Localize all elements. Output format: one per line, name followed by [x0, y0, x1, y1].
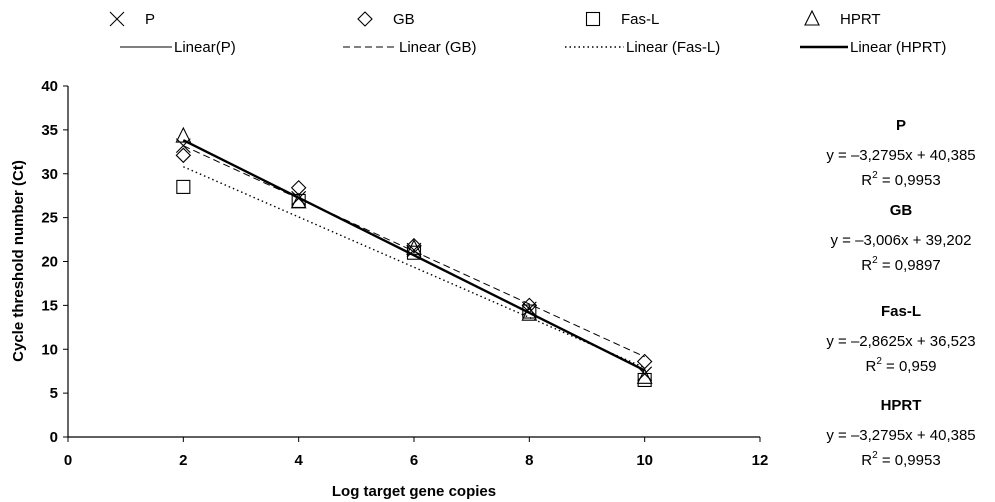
legend-marker-gb	[357, 11, 373, 27]
equation-block-gb: GB y = –3,006x + 39,202 R2 = 0,9897	[831, 202, 972, 274]
data-point-gb	[521, 297, 538, 314]
trendline-hprt	[182, 139, 646, 372]
equation-block-hprt: HPRT y = –3,2795x + 40,385 R2 = 0,9953	[826, 397, 975, 469]
trendline-fas-l	[183, 166, 645, 369]
data-point-fas-l	[637, 372, 652, 388]
equation-text: y = –3,2795x + 40,385	[826, 427, 975, 444]
legend-label-p: P	[145, 11, 155, 28]
trendlines	[182, 139, 646, 372]
equation-text: y = –3,2795x + 40,385	[826, 147, 975, 164]
legend-label-gb: GB	[393, 11, 415, 28]
y-tick-label: 5	[50, 385, 58, 402]
equation-block-fas-l: Fas-L y = –2,8625x + 36,523 R2 = 0,959	[826, 303, 975, 375]
legend-trend-label-p: Linear(P)	[174, 39, 236, 56]
y-tick-label: 20	[41, 254, 58, 271]
trendline-equations: Py = –3,2795x + 40,385 R2 = 0,9953 GB y = –…	[826, 117, 975, 469]
data-point-hprt	[175, 126, 192, 143]
x-tick-label: 2	[179, 452, 187, 469]
equation-block-p: Py = –3,2795x + 40,385 R2 = 0,9953	[826, 117, 975, 189]
data-point-hprt	[521, 304, 538, 321]
data-point-hprt	[290, 192, 307, 209]
plot-area: 0 2 4 6 8 10 12 0 5 10 15 20 25 30 35 40	[41, 78, 768, 469]
y-axis-title: Cycle threshold number (Ct)	[10, 160, 27, 362]
y-tick-labels: 0 5 10 15 20 25 30 35 40	[41, 78, 68, 446]
legend-marker-p	[109, 11, 125, 27]
y-tick-label: 25	[41, 210, 58, 227]
equation-series-name: Fas-L	[881, 303, 921, 320]
legend-label-hprt: HPRT	[840, 11, 881, 28]
data-point-gb	[175, 147, 192, 164]
data-point-p	[521, 301, 537, 317]
y-tick-label: 10	[41, 341, 58, 358]
legend-label-fas-l: Fas-L	[621, 11, 659, 28]
legend-trend-label-fas-l: Linear (Fas-L)	[626, 39, 720, 56]
x-axis-title: Log target gene copies	[332, 483, 496, 500]
legend-trend-label-gb: Linear (GB)	[399, 39, 477, 56]
x-tick-label: 0	[64, 452, 72, 469]
x-tick-label: 4	[294, 452, 303, 469]
equation-text: y = –3,006x + 39,202	[831, 232, 972, 249]
x-tick-label: 10	[636, 452, 653, 469]
y-tick-label: 30	[41, 166, 58, 183]
data-point-fas-l	[176, 179, 191, 194]
data-point-hprt	[406, 239, 422, 255]
r-squared-text: R2 = 0,9897	[861, 255, 940, 274]
legend-marker-fas-l	[585, 11, 601, 27]
r-squared-text: R2 = 0,959	[865, 356, 936, 375]
y-tick-label: 0	[50, 429, 58, 446]
legend-trend-label-hprt: Linear (HPRT)	[850, 39, 946, 56]
data-point-p	[175, 138, 191, 154]
r-squared-text: R2 = 0,9953	[861, 450, 940, 469]
equation-series-name: GB	[890, 202, 913, 219]
y-tick-label: 15	[41, 297, 58, 314]
equation-text: y = –2,8625x + 36,523	[826, 333, 975, 350]
legend: P GB Fas-L HPRT Linear(P) Linear (GB) Linear (…	[109, 9, 946, 56]
equation-series-name: P	[896, 117, 906, 134]
equation-series-name: HPRT	[881, 397, 922, 414]
data-markers	[175, 126, 653, 388]
trendline-gb	[183, 145, 645, 358]
data-point-hprt	[636, 368, 653, 384]
x-tick-label: 12	[752, 452, 769, 469]
legend-marker-hprt	[804, 9, 820, 26]
r-squared-text: R2 = 0,9953	[861, 170, 940, 189]
x-tick-labels: 0 2 4 6 8 10 12	[64, 437, 769, 469]
x-tick-label: 6	[410, 452, 418, 469]
data-point-gb	[406, 237, 422, 254]
y-tick-label: 35	[41, 122, 58, 139]
y-tick-label: 40	[41, 78, 58, 95]
x-tick-label: 8	[525, 452, 533, 469]
